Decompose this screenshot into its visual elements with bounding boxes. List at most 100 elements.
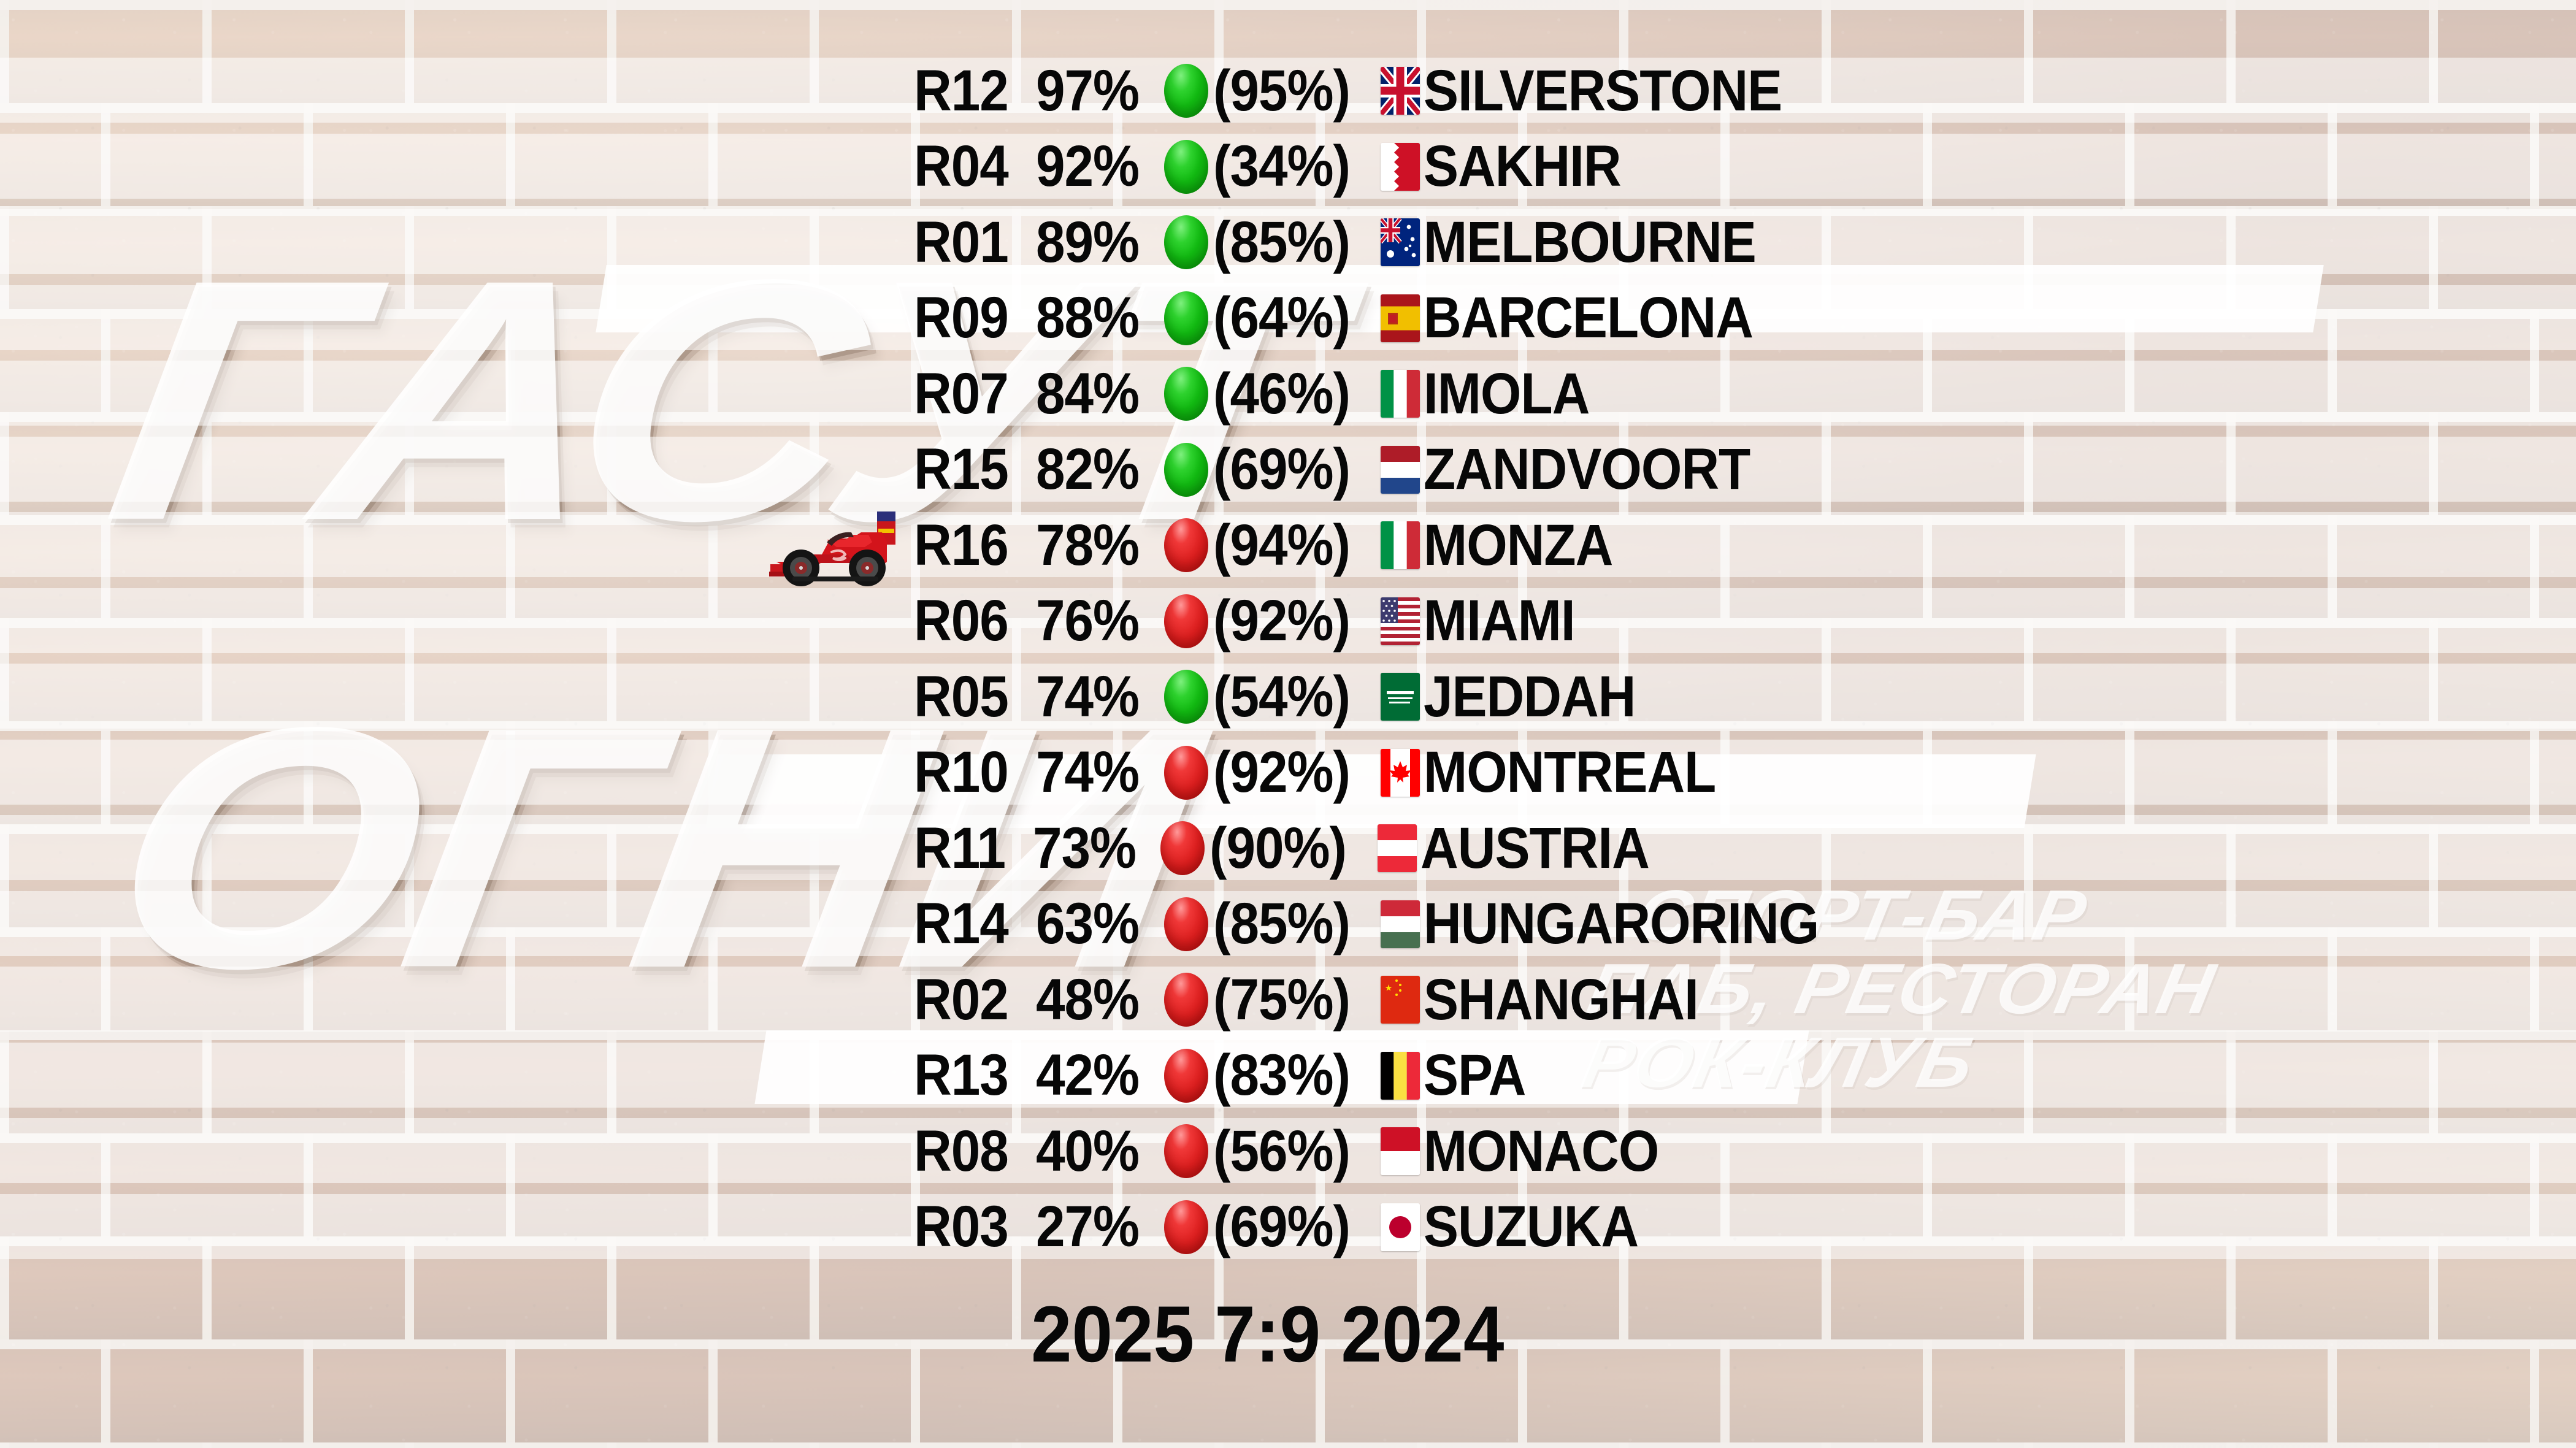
country-flag-icon: [1381, 294, 1420, 342]
red-circle-icon: [1163, 1048, 1208, 1103]
percent-2024: (56%): [1213, 1118, 1351, 1184]
green-circle-icon: [1163, 291, 1208, 345]
circuit-name: IMOLA: [1424, 361, 1590, 426]
red-circle-icon: [1163, 594, 1208, 648]
table-row[interactable]: R10 74% (92%) MONTREAL: [914, 735, 1748, 811]
table-row[interactable]: R01 89% (85%) MELBOURNE: [914, 204, 1793, 280]
round-code: R11: [914, 815, 1006, 881]
circuit-name: HUNGARORING: [1424, 891, 1819, 956]
table-row[interactable]: R02 48% (75%) SHANGHAI: [914, 962, 1729, 1038]
table-row[interactable]: R07 84% (46%) IMOLA: [914, 356, 1608, 432]
round-code: R01: [914, 209, 1009, 275]
percent-2025: 92%: [1035, 134, 1140, 199]
footer-score-text: 2025 7:9 2024: [1030, 1289, 1505, 1379]
green-circle-icon: [1163, 139, 1208, 194]
percent-2024: (69%): [1213, 437, 1351, 502]
percent-2024: (85%): [1213, 891, 1351, 956]
percent-2024: (75%): [1213, 967, 1351, 1032]
round-code: R09: [914, 285, 1009, 350]
country-flag-icon: [1381, 597, 1420, 645]
circuit-name: SUZUKA: [1424, 1194, 1639, 1259]
percent-2024: (94%): [1213, 512, 1351, 578]
round-code: R13: [914, 1043, 1009, 1108]
round-code: R03: [914, 1194, 1009, 1259]
circuit-name: JEDDAH: [1424, 664, 1636, 729]
percent-2025: 84%: [1035, 361, 1140, 426]
circuit-name: MONTREAL: [1424, 740, 1716, 805]
table-row[interactable]: R14 63% (85%) HUNGARORING: [914, 886, 1863, 962]
percent-2024: (34%): [1213, 134, 1351, 199]
table-row[interactable]: R13 42% (83%) SPA: [914, 1038, 1537, 1114]
round-code: R02: [914, 967, 1009, 1032]
red-circle-icon: [1163, 745, 1208, 800]
round-code: R04: [914, 134, 1009, 199]
footer-score: 2025 7:9 2024: [0, 1294, 2576, 1374]
country-flag-icon: [1378, 824, 1417, 872]
percent-2024: (92%): [1213, 588, 1351, 653]
percent-2025: 82%: [1035, 437, 1140, 502]
circuit-name: AUSTRIA: [1420, 815, 1650, 881]
circuit-name: MONACO: [1424, 1118, 1659, 1184]
circuit-name: MIAMI: [1424, 588, 1576, 653]
country-flag-icon: [1381, 1127, 1420, 1175]
percent-2024: (69%): [1213, 1194, 1351, 1259]
percent-2024: (83%): [1213, 1043, 1351, 1108]
country-flag-icon: [1381, 218, 1420, 266]
country-flag-icon: [1381, 1203, 1420, 1251]
circuit-name: SHANGHAI: [1424, 967, 1699, 1032]
green-circle-icon: [1163, 64, 1208, 118]
round-code: R10: [914, 740, 1009, 805]
table-row[interactable]: R16 78% (94%) MONZA: [914, 507, 1634, 583]
round-code: R06: [914, 588, 1009, 653]
percent-2025: 97%: [1035, 58, 1140, 123]
circuit-name: MONZA: [1424, 512, 1613, 578]
country-flag-icon: [1381, 900, 1420, 948]
percent-2025: 27%: [1035, 1194, 1140, 1259]
red-circle-icon: [1163, 973, 1208, 1027]
round-code: R16: [914, 512, 1009, 578]
percent-2024: (64%): [1213, 285, 1351, 350]
percent-2024: (95%): [1213, 58, 1351, 123]
percent-2025: 74%: [1035, 740, 1140, 805]
table-row[interactable]: R05 74% (54%) JEDDAH: [914, 659, 1659, 735]
country-flag-icon: [1381, 370, 1420, 418]
table-row[interactable]: R15 82% (69%) ZANDVOORT: [914, 432, 1787, 508]
percent-2025: 89%: [1035, 209, 1140, 275]
percent-2025: 63%: [1035, 891, 1140, 956]
green-circle-icon: [1163, 670, 1208, 724]
percent-2025: 40%: [1035, 1118, 1140, 1184]
red-circle-icon: [1163, 1200, 1208, 1254]
red-circle-icon: [1160, 821, 1205, 875]
table-row[interactable]: R08 40% (56%) MONACO: [914, 1113, 1685, 1189]
percent-2025: 42%: [1035, 1043, 1140, 1108]
green-circle-icon: [1163, 215, 1208, 269]
percent-2024: (54%): [1213, 664, 1351, 729]
country-flag-icon: [1381, 142, 1420, 191]
table-row[interactable]: R12 97% (95%) SILVERSTONE: [914, 53, 1822, 129]
table-row[interactable]: R03 27% (69%) SUZUKA: [914, 1189, 1662, 1265]
round-code: R15: [914, 437, 1009, 502]
country-flag-icon: [1381, 748, 1420, 797]
round-code: R07: [914, 361, 1009, 426]
circuit-comparison-list: R12 97% (95%) SILVERSTONE R04 92% (34%) SAKHI…: [0, 53, 2576, 1265]
percent-2024: (90%): [1209, 815, 1347, 881]
round-code: R14: [914, 891, 1009, 956]
percent-2024: (92%): [1213, 740, 1351, 805]
percent-2025: 48%: [1035, 967, 1140, 1032]
green-circle-icon: [1163, 442, 1208, 497]
country-flag-icon: [1381, 1051, 1420, 1100]
percent-2024: (46%): [1213, 361, 1351, 426]
percent-2025: 88%: [1035, 285, 1140, 350]
round-code: R12: [914, 58, 1009, 123]
table-row[interactable]: R06 76% (92%) MIAMI: [914, 583, 1592, 659]
country-flag-icon: [1381, 673, 1420, 721]
table-row[interactable]: R11 73% (90%) AUSTRIA: [914, 810, 1674, 886]
round-code: R05: [914, 664, 1009, 729]
table-row[interactable]: R04 92% (34%) SAKHIR: [914, 129, 1643, 205]
table-row[interactable]: R09 88% (64%) BARCELONA: [914, 280, 1790, 356]
circuit-name: SAKHIR: [1424, 134, 1622, 199]
red-circle-icon: [1163, 518, 1208, 572]
circuit-name: SPA: [1424, 1043, 1526, 1108]
red-circle-icon: [1163, 1124, 1208, 1178]
round-code: R08: [914, 1118, 1009, 1184]
